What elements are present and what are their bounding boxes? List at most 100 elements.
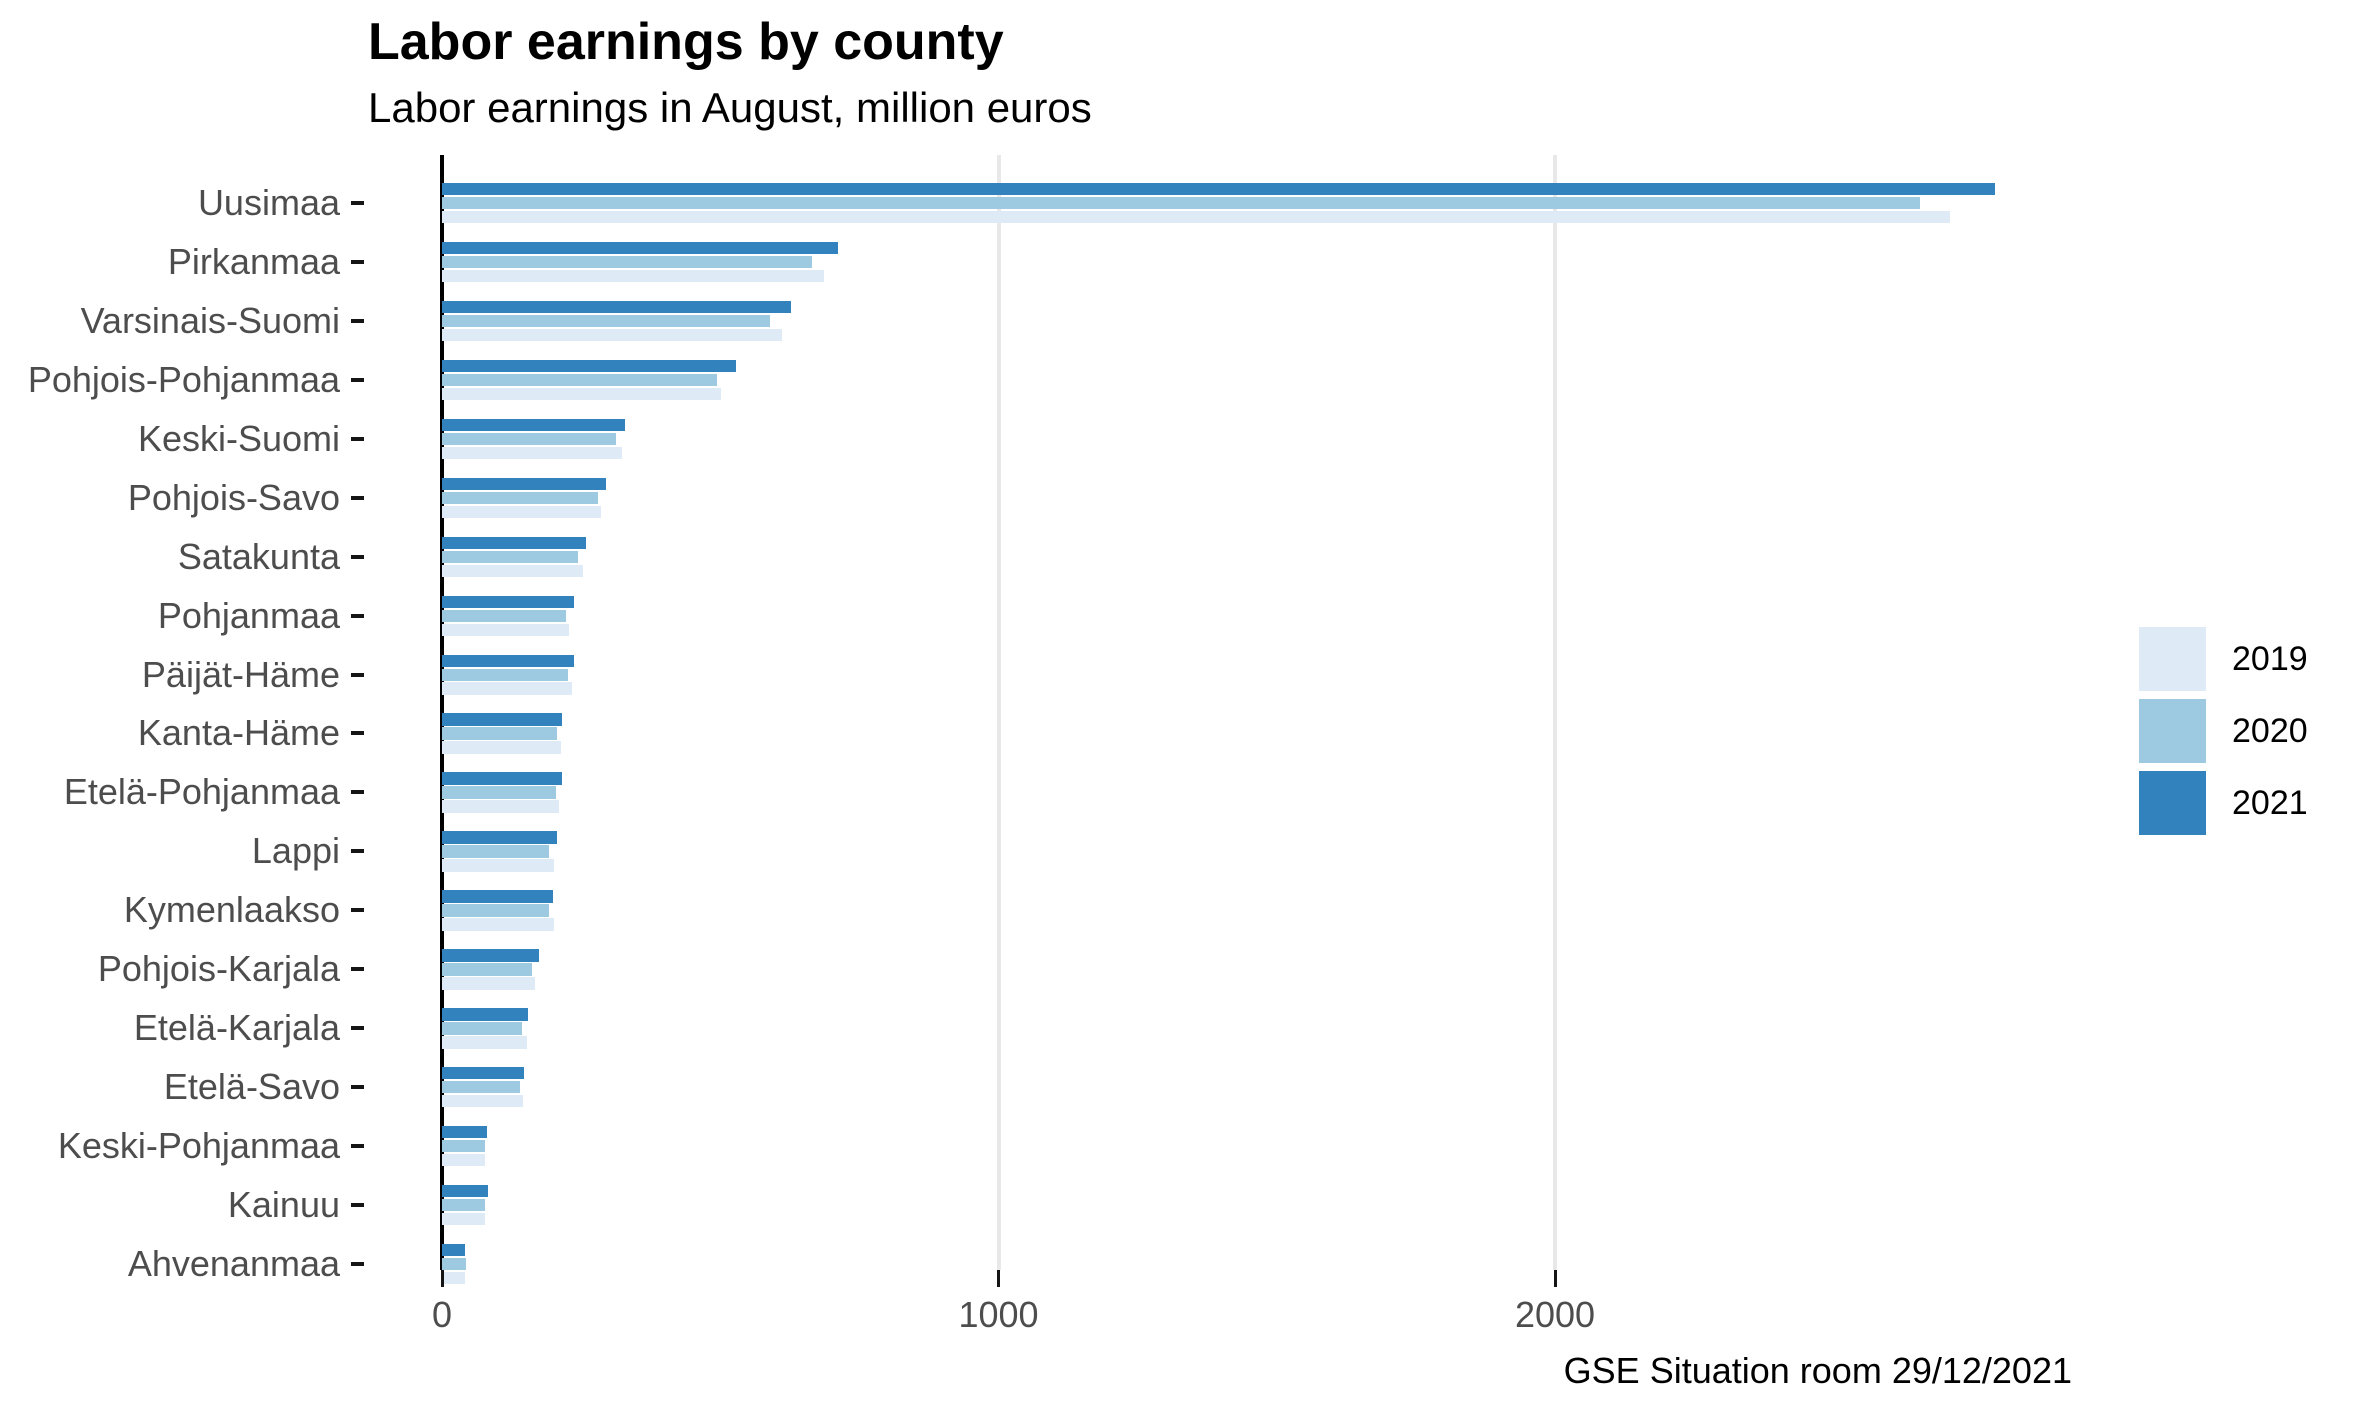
bar-group-keski-pohjanmaa bbox=[365, 1126, 2149, 1167]
bar-group-ahvenanmaa bbox=[365, 1243, 2149, 1285]
bar-pohjanmaa-2021 bbox=[442, 595, 574, 608]
y-axis-label-etel-savo: Etelä-Savo bbox=[163, 1066, 340, 1108]
bar-varsinais-suomi-2021 bbox=[442, 300, 791, 314]
y-tick-pohjanmaa bbox=[351, 613, 364, 618]
y-tick-uusimaa bbox=[351, 201, 364, 205]
bar-keski-pohjanmaa-2020 bbox=[442, 1140, 485, 1153]
bar-satakunta-2021 bbox=[442, 536, 587, 550]
bar-etel-karjala-2021 bbox=[442, 1008, 528, 1021]
x-axis-label-1000: 1000 bbox=[958, 1294, 1039, 1335]
bar-pohjois-pohjanmaa-2019 bbox=[442, 387, 721, 401]
legend-item-2021: 2021 bbox=[2139, 771, 2308, 835]
bar-group-lappi bbox=[365, 831, 2149, 872]
y-tick-kanta-h-me bbox=[351, 731, 364, 736]
bar-ahvenanmaa-2020 bbox=[442, 1257, 466, 1271]
y-tick-etel-karjala bbox=[351, 1026, 364, 1031]
bar-group-kymenlaakso bbox=[365, 890, 2149, 931]
legend-label-2021: 2021 bbox=[2232, 783, 2308, 822]
bar-ahvenanmaa-2021 bbox=[442, 1243, 465, 1257]
bar-kainuu-2020 bbox=[442, 1198, 485, 1212]
bar-kanta-h-me-2020 bbox=[442, 727, 558, 740]
y-axis-label-lappi: Lappi bbox=[251, 830, 340, 872]
bar-pirkanmaa-2021 bbox=[442, 241, 838, 255]
bar-pohjois-karjala-2020 bbox=[442, 963, 533, 976]
bar-group-pohjanmaa bbox=[365, 595, 2149, 637]
bar-group-etel-pohjanmaa bbox=[365, 772, 2149, 813]
bar-group-pohjois-pohjanmaa bbox=[365, 359, 2149, 401]
y-axis-label-pohjois-pohjanmaa: Pohjois-Pohjanmaa bbox=[27, 358, 340, 400]
y-axis-label-pohjois-karjala: Pohjois-Karjala bbox=[97, 948, 340, 990]
y-tick-etel-pohjanmaa bbox=[351, 790, 364, 795]
legend-swatch-2020 bbox=[2139, 699, 2206, 763]
x-axis-label-2000: 2000 bbox=[1514, 1294, 1596, 1335]
bar-pohjois-savo-2021 bbox=[442, 477, 606, 491]
y-axis-label-varsinais-suomi: Varsinais-Suomi bbox=[80, 299, 340, 341]
bar-group-etel-savo bbox=[365, 1067, 2149, 1108]
y-tick-pohjois-karjala bbox=[351, 967, 364, 972]
bar-group-kainuu bbox=[365, 1184, 2149, 1226]
bar-pohjois-karjala-2021 bbox=[442, 949, 539, 962]
bar-kymenlaakso-2020 bbox=[442, 904, 550, 917]
legend-item-2019: 2019 bbox=[2139, 627, 2308, 691]
bar-satakunta-2020 bbox=[442, 550, 578, 563]
x-axis-label-0: 0 bbox=[431, 1294, 453, 1335]
legend-swatch-2019 bbox=[2139, 627, 2206, 691]
x-tick-1000 bbox=[997, 1270, 1000, 1287]
chart-title: Labor earnings by county bbox=[368, 13, 1004, 71]
y-tick-p-ij-t-h-me bbox=[351, 672, 364, 677]
bar-group-kanta-h-me bbox=[365, 713, 2149, 754]
y-tick-ahvenanmaa bbox=[351, 1261, 364, 1266]
bar-kanta-h-me-2021 bbox=[442, 713, 563, 726]
y-tick-keski-pohjanmaa bbox=[351, 1144, 364, 1149]
zero-axis-line bbox=[440, 155, 444, 1270]
bar-etel-pohjanmaa-2020 bbox=[442, 786, 557, 799]
bar-kanta-h-me-2019 bbox=[442, 741, 561, 754]
bar-p-ij-t-h-me-2020 bbox=[442, 668, 569, 681]
y-tick-lappi bbox=[351, 849, 364, 854]
bar-kymenlaakso-2021 bbox=[442, 890, 554, 903]
gridline-1000 bbox=[996, 155, 1001, 1270]
bar-etel-savo-2019 bbox=[442, 1095, 524, 1108]
bar-pohjois-savo-2019 bbox=[442, 505, 602, 519]
y-axis-label-kainuu: Kainuu bbox=[227, 1183, 340, 1225]
y-axis-label-satakunta: Satakunta bbox=[177, 535, 340, 577]
bar-pohjois-savo-2020 bbox=[442, 491, 598, 505]
bar-pirkanmaa-2019 bbox=[442, 269, 824, 283]
bar-etel-savo-2020 bbox=[442, 1081, 521, 1094]
bar-pohjois-pohjanmaa-2020 bbox=[442, 373, 718, 387]
bar-pohjois-karjala-2019 bbox=[442, 977, 536, 990]
bar-varsinais-suomi-2019 bbox=[442, 328, 783, 342]
y-axis-label-keski-suomi: Keski-Suomi bbox=[137, 417, 340, 459]
bar-keski-suomi-2019 bbox=[442, 446, 623, 460]
bar-group-varsinais-suomi bbox=[365, 300, 2149, 342]
chart-subtitle: Labor earnings in August, million euros bbox=[368, 84, 1092, 131]
bar-group-pohjois-karjala bbox=[365, 949, 2149, 990]
y-tick-pohjois-savo bbox=[351, 495, 364, 500]
y-tick-pohjois-pohjanmaa bbox=[351, 377, 364, 382]
bar-lappi-2019 bbox=[442, 859, 555, 872]
y-tick-pirkanmaa bbox=[351, 259, 364, 264]
y-axis-label-pirkanmaa: Pirkanmaa bbox=[167, 240, 340, 282]
bar-group-pohjois-savo bbox=[365, 477, 2149, 519]
bar-uusimaa-2019 bbox=[442, 210, 1951, 224]
bar-group-p-ij-t-h-me bbox=[365, 654, 2149, 696]
bar-etel-pohjanmaa-2019 bbox=[442, 800, 559, 813]
bar-group-etel-karjala bbox=[365, 1008, 2149, 1049]
legend-swatch-2021 bbox=[2139, 771, 2206, 835]
x-tick-0 bbox=[440, 1270, 444, 1287]
y-axis-label-pohjois-savo: Pohjois-Savo bbox=[127, 476, 340, 518]
bar-kainuu-2021 bbox=[442, 1184, 488, 1198]
bar-etel-pohjanmaa-2021 bbox=[442, 772, 563, 785]
bar-etel-karjala-2020 bbox=[442, 1022, 523, 1035]
bar-ahvenanmaa-2019 bbox=[442, 1271, 466, 1285]
legend-label-2020: 2020 bbox=[2232, 711, 2308, 750]
y-tick-keski-suomi bbox=[351, 436, 364, 441]
y-axis-label-uusimaa: Uusimaa bbox=[197, 182, 340, 223]
bar-etel-karjala-2019 bbox=[442, 1036, 527, 1049]
y-axis-label-keski-pohjanmaa: Keski-Pohjanmaa bbox=[57, 1125, 340, 1167]
bar-etel-savo-2021 bbox=[442, 1067, 525, 1080]
bar-varsinais-suomi-2020 bbox=[442, 314, 770, 328]
bar-kainuu-2019 bbox=[442, 1212, 486, 1226]
y-tick-satakunta bbox=[351, 554, 364, 559]
bar-keski-pohjanmaa-2021 bbox=[442, 1126, 488, 1139]
